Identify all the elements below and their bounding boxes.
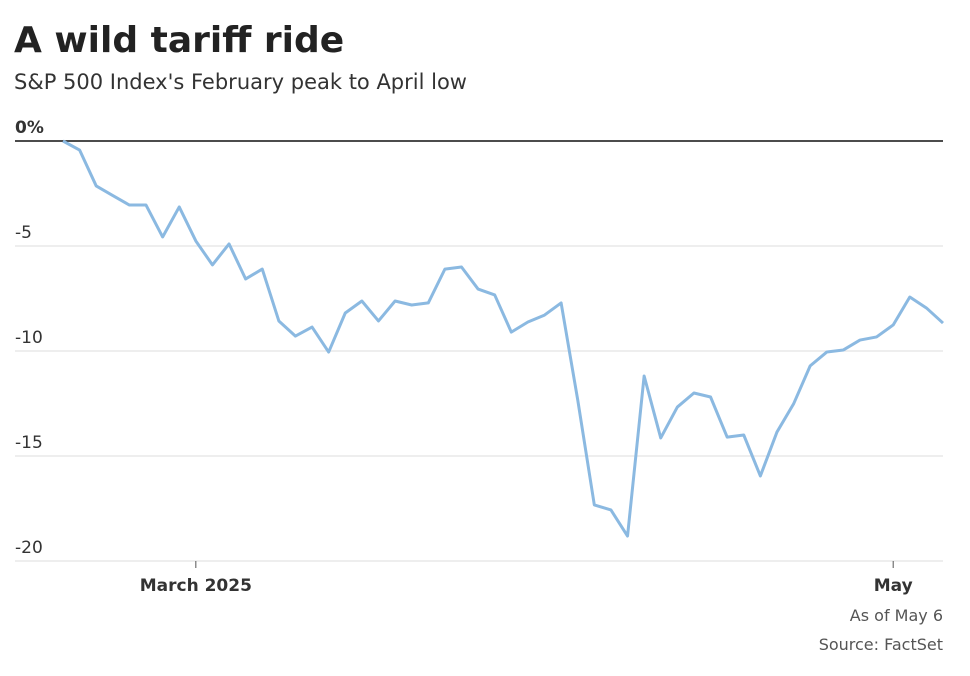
x-tick-label: May [874, 576, 913, 596]
chart-subtitle: S&P 500 Index's February peak to April l… [14, 70, 467, 94]
x-tick-label: March 2025 [140, 576, 252, 596]
note: As of May 6 [850, 606, 943, 625]
source: Source: FactSet [819, 635, 943, 654]
y-tick-label: -10 [15, 328, 43, 348]
chart-title: A wild tariff ride [14, 20, 344, 61]
y-tick-label: -20 [15, 538, 43, 558]
y-tick-label: -15 [15, 433, 43, 453]
y-tick-label: -5 [15, 223, 32, 243]
y-tick-label: 0% [15, 118, 44, 138]
line [62, 139, 945, 538]
